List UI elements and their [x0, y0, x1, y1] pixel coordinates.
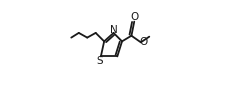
Text: S: S [97, 56, 103, 66]
Text: N: N [110, 25, 118, 35]
Text: O: O [130, 12, 138, 22]
Text: O: O [139, 37, 147, 47]
